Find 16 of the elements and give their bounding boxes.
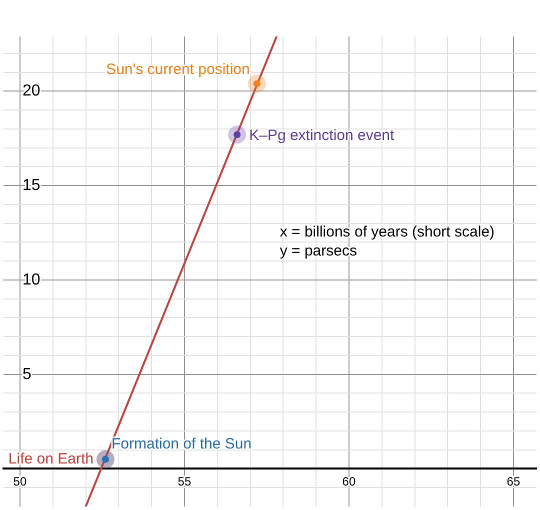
x-tick-label: 55 — [178, 474, 192, 488]
x-tick-label: 65 — [506, 474, 520, 488]
annotation: y = parsecs — [280, 242, 357, 260]
y-tick-label: 10 — [22, 271, 40, 288]
x-tick-label: 50 — [13, 474, 27, 488]
y-tick-label: 5 — [22, 366, 32, 383]
y-tick-label: 15 — [22, 177, 40, 194]
series-label: Sun's current position — [106, 60, 250, 78]
series-label: K–Pg extinction event — [249, 126, 396, 144]
y-tick-label: 20 — [22, 82, 40, 100]
series-label: Life on Earth — [8, 450, 94, 468]
point — [228, 126, 246, 144]
x-tick-label: 60 — [342, 474, 356, 488]
series-label: Formation of the Sun — [111, 435, 252, 452]
point — [248, 74, 266, 93]
annotation: x = billions of years (short scale) — [280, 224, 495, 241]
